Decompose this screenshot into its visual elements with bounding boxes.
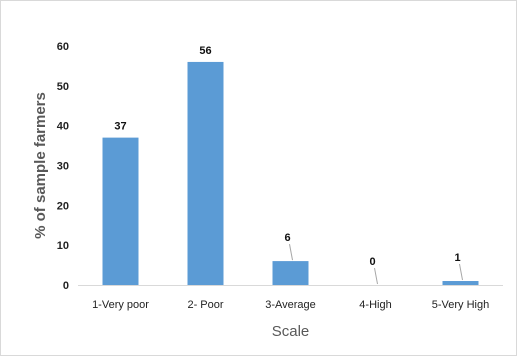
data-labels: 37 56 6 0 1 — [114, 45, 460, 268]
bar — [272, 261, 309, 285]
category-label: 2- Poor — [187, 299, 223, 311]
leader-line — [289, 244, 293, 261]
data-label: 56 — [199, 45, 211, 57]
bar — [442, 281, 479, 285]
y-tick-label: 40 — [57, 121, 69, 133]
data-label: 6 — [284, 232, 290, 244]
category-label: 5-Very High — [432, 299, 489, 311]
x-axis-title: Scale — [272, 323, 310, 340]
y-tick-label: 20 — [57, 200, 69, 212]
category-label: 1-Very poor — [92, 299, 149, 311]
leader-lines — [289, 244, 463, 285]
bars — [102, 61, 479, 285]
bar — [187, 61, 224, 285]
leader-line — [374, 267, 378, 285]
y-tick-label: 0 — [63, 280, 69, 292]
data-label: 0 — [369, 256, 375, 268]
bar — [102, 137, 139, 285]
category-label: 4-High — [359, 299, 391, 311]
category-label: 3-Average — [265, 299, 316, 311]
leader-line — [459, 263, 463, 281]
y-tick-label: 30 — [57, 161, 69, 173]
category-labels: 1-Very poor 2- Poor 3-Average 4-High 5-Very … — [92, 299, 489, 311]
y-axis-title: % of sample farmers — [32, 92, 49, 239]
y-tick-label: 10 — [57, 240, 69, 252]
y-tick-label: 50 — [57, 81, 69, 93]
y-axis-ticks: 0 10 20 30 40 50 60 — [57, 41, 69, 292]
y-tick-label: 60 — [57, 41, 69, 53]
data-label: 1 — [454, 252, 460, 264]
data-label: 37 — [114, 121, 126, 133]
